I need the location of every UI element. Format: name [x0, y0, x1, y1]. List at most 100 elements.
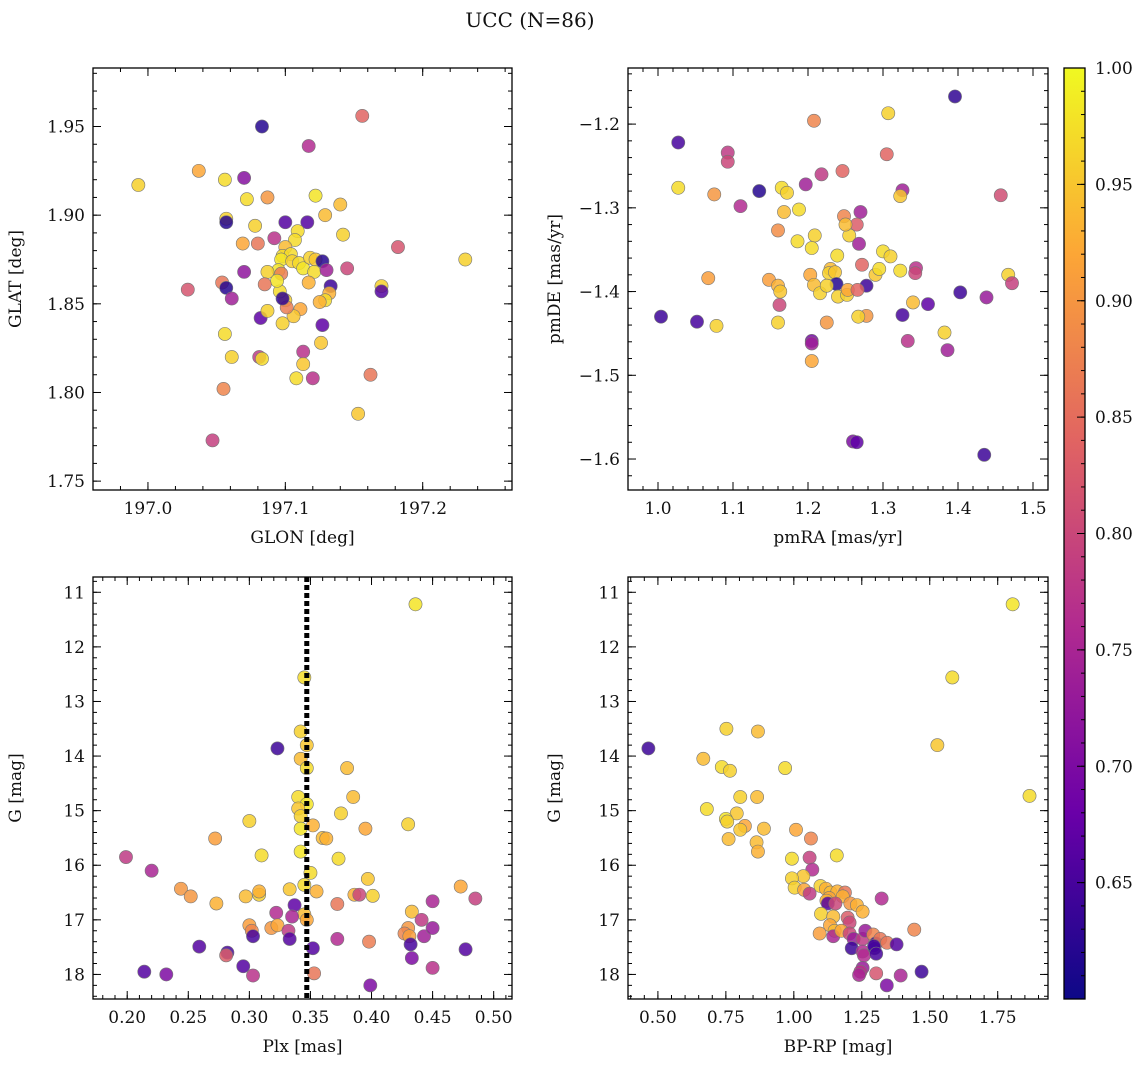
- x-tick-label: 1.0: [644, 499, 671, 519]
- colorbar-tick-label: 0.85: [1095, 408, 1133, 428]
- scatter-point: [733, 199, 748, 214]
- y-tick-label: 18: [63, 965, 85, 985]
- scatter-point: [352, 887, 367, 902]
- scatter-point: [804, 354, 819, 368]
- scatter-point: [312, 295, 327, 309]
- scatter-point: [315, 318, 330, 333]
- x-axis-label: BP-RP [mag]: [784, 1037, 893, 1057]
- y-tick-label: −1.4: [579, 283, 620, 303]
- colorbar-tick-label: 1.00: [1095, 59, 1133, 79]
- scatter-point: [282, 932, 297, 946]
- scatter-point: [814, 167, 829, 182]
- colorbar-tick-label: 0.90: [1095, 292, 1133, 312]
- scatter-point: [309, 884, 324, 899]
- scatter-point: [391, 240, 405, 254]
- scatter-point: [330, 932, 345, 946]
- scatter-point: [729, 806, 744, 821]
- scatter-point: [363, 367, 378, 382]
- scatter-point: [425, 921, 440, 935]
- scatter-point: [374, 284, 389, 299]
- scatter-point: [131, 178, 146, 192]
- scatter-point: [235, 236, 250, 251]
- scatter-point: [307, 966, 322, 981]
- y-tick-label: 14: [598, 747, 620, 767]
- scatter-point: [869, 946, 884, 961]
- y-tick-label: 1.80: [47, 383, 85, 403]
- scatter-point: [872, 262, 887, 276]
- y-tick-label: 12: [63, 638, 85, 658]
- scatter-point: [893, 263, 908, 278]
- scatter-point: [906, 295, 920, 310]
- scatter-point: [750, 790, 765, 804]
- scatter-point: [237, 171, 252, 185]
- scatter-point: [340, 261, 355, 276]
- scatter-point: [219, 215, 234, 230]
- y-tick-label: −1.5: [579, 366, 620, 386]
- colorbar-tick-label: 0.65: [1095, 874, 1133, 894]
- scatter-point: [654, 309, 668, 324]
- scatter-point: [828, 896, 843, 911]
- scatter-point: [296, 357, 311, 372]
- scatter-point: [785, 851, 799, 866]
- scatter-point: [255, 119, 269, 134]
- scatter-point: [977, 447, 992, 462]
- scatter-point: [851, 309, 866, 324]
- scatter-point: [417, 929, 431, 944]
- scatter-point: [835, 164, 850, 178]
- scatter-point: [771, 223, 785, 238]
- scatter-point: [224, 350, 239, 364]
- colorbar-tick-label: 0.95: [1095, 175, 1133, 195]
- scatter-point: [180, 282, 195, 297]
- scatter-point: [777, 205, 791, 219]
- y-tick-label: 12: [598, 638, 620, 658]
- scatter-point: [830, 248, 845, 263]
- x-tick-label: 0.35: [292, 1008, 330, 1028]
- scatter-point: [365, 888, 380, 903]
- scatter-point: [641, 741, 656, 756]
- scatter-point: [414, 912, 429, 927]
- scatter-point: [238, 889, 253, 904]
- scatter-point: [217, 172, 232, 187]
- scatter-point: [246, 968, 260, 983]
- scatter-point: [852, 236, 866, 251]
- scatter-point: [907, 922, 922, 937]
- scatter-point: [301, 139, 316, 153]
- scatter-point: [879, 147, 894, 162]
- y-tick-label: −1.2: [579, 115, 620, 135]
- x-tick-label: 0.25: [169, 1008, 207, 1028]
- scatter-point: [869, 966, 884, 981]
- scatter-point: [246, 929, 260, 944]
- y-axis-label: G [mag]: [545, 753, 565, 822]
- y-tick-label: −1.3: [579, 199, 620, 219]
- scatter-point: [408, 597, 423, 612]
- scatter-point: [334, 806, 348, 821]
- y-tick-label: −1.6: [579, 450, 620, 470]
- scatter-point: [403, 937, 418, 952]
- y-tick-label: 1.90: [47, 206, 85, 226]
- scatter-point: [937, 325, 952, 340]
- y-tick-label: 13: [63, 692, 85, 712]
- y-tick-label: 18: [598, 965, 620, 985]
- scatter-point: [1005, 276, 1019, 291]
- scatter-point: [792, 202, 806, 217]
- y-tick-label: 11: [63, 583, 85, 603]
- scatter-point: [838, 217, 853, 232]
- scatter-point: [778, 761, 793, 775]
- scatter-point: [874, 891, 889, 906]
- scatter-point: [301, 275, 316, 290]
- scatter-point: [305, 371, 320, 386]
- scatter-point: [183, 889, 198, 904]
- scatter-point: [721, 832, 736, 846]
- x-tick-label: 1.2: [794, 499, 821, 519]
- scatter-point: [340, 761, 354, 775]
- scatter-point: [979, 290, 994, 305]
- scatter-point: [275, 316, 290, 331]
- scatter-point: [751, 844, 765, 859]
- scatter-point: [883, 249, 898, 264]
- scatter-point: [893, 189, 908, 204]
- scatter-point: [333, 197, 348, 212]
- y-tick-label: 1.95: [47, 118, 85, 138]
- scatter-point: [219, 948, 234, 963]
- x-tick-label: 197.0: [124, 499, 173, 519]
